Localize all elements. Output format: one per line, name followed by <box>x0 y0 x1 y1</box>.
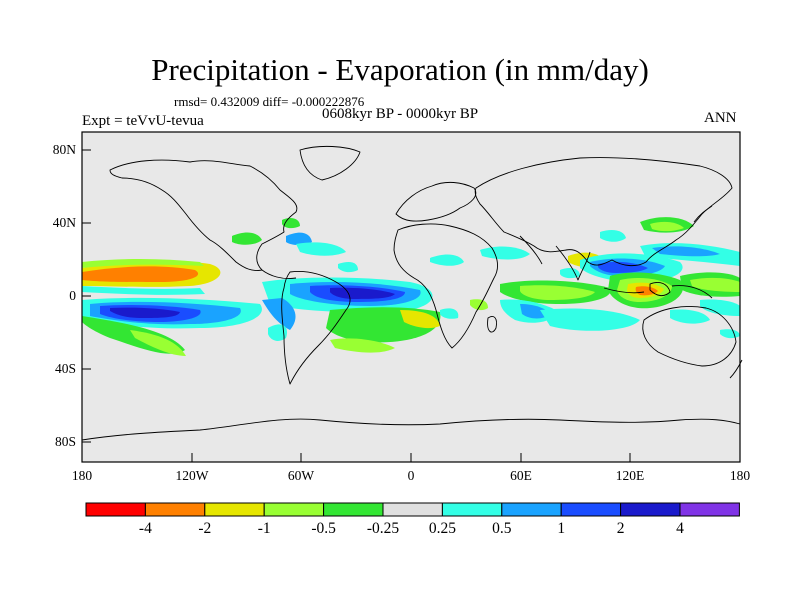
coastline <box>474 157 733 267</box>
colorbar-swatch <box>679 502 740 517</box>
anomaly-patch <box>520 285 595 300</box>
colorbar-label: 0.5 <box>492 520 512 537</box>
anomaly-patch <box>440 308 459 319</box>
coastline <box>649 281 671 297</box>
anomaly-patch <box>262 298 296 330</box>
anomaly-patch <box>635 286 658 296</box>
plot-title: Precipitation - Evaporation (in mm/day) <box>151 52 649 87</box>
anomaly-patch <box>338 262 358 273</box>
anomaly-patch <box>430 254 464 266</box>
y-tick-label: 40N <box>52 215 76 230</box>
colorbar-label: -2 <box>198 520 212 537</box>
coastline <box>671 285 713 299</box>
y-tick-label: 40S <box>54 361 76 376</box>
anomaly-patch <box>110 307 180 318</box>
anomaly-patch <box>598 261 648 273</box>
season-label: ANN <box>704 110 737 126</box>
anomaly-patch <box>600 230 626 242</box>
x-tick-label: 60W <box>287 468 315 483</box>
x-tick-label: 60E <box>510 468 532 483</box>
coastline <box>395 181 477 222</box>
anomaly-patch <box>330 338 395 353</box>
coastline <box>642 306 737 367</box>
coastline <box>693 205 713 223</box>
colorbar-label: -1 <box>257 520 271 537</box>
anomaly-patch <box>400 310 440 329</box>
y-tick-label: 0 <box>69 288 76 303</box>
colorbar-swatch <box>620 502 681 517</box>
anomaly-patch <box>540 308 640 331</box>
colorbar-swatch <box>263 502 325 517</box>
anomaly-patch <box>690 277 740 292</box>
x-tick-label: 180 <box>71 468 93 483</box>
anomaly-patch <box>232 232 262 245</box>
colorbar-swatch <box>204 502 265 517</box>
coastline <box>393 223 499 349</box>
coastline <box>555 245 591 281</box>
coastline <box>603 287 645 294</box>
coastline <box>261 269 297 279</box>
anomaly-patch <box>268 324 288 341</box>
anomaly-patch <box>470 299 488 311</box>
coastline <box>519 235 543 265</box>
anomaly-patch <box>650 221 684 232</box>
colorbar-label: 0.25 <box>428 520 456 537</box>
stats-line: rmsd= 0.432009 diff= -0.000222876 <box>174 94 365 109</box>
colorbar-swatch <box>85 502 146 517</box>
period-label: 0608kyr BP - 0000kyr BP <box>322 106 479 122</box>
x-tick-label: 120W <box>175 468 209 483</box>
colorbar-swatch <box>441 502 503 517</box>
colorbar-swatch <box>382 502 443 517</box>
anomaly-patch <box>700 299 740 316</box>
colorbar <box>85 502 740 517</box>
x-tick-label: 120E <box>615 468 645 483</box>
colorbar-label: 2 <box>616 520 625 537</box>
anomaly-patch <box>296 242 346 256</box>
colorbar-swatch <box>323 502 384 517</box>
coastline <box>281 271 351 385</box>
colorbar-swatch <box>560 502 622 517</box>
anomaly-patch <box>82 266 199 282</box>
coastline <box>487 316 497 333</box>
anomaly-patch <box>130 330 186 356</box>
axis-ticks <box>81 149 741 462</box>
colorbar-label: -0.5 <box>311 520 336 537</box>
x-tick-label: 0 <box>407 468 415 483</box>
colorbar-label: -0.25 <box>366 520 400 537</box>
y-tick-label: 80S <box>54 434 76 449</box>
anomaly-patch <box>520 304 550 319</box>
coastline <box>81 418 741 441</box>
coastline <box>729 359 743 379</box>
y-tick-label: 80N <box>52 142 76 157</box>
colorbar-swatch <box>501 502 562 517</box>
colorbar-swatch <box>144 502 206 517</box>
anomaly-patch <box>652 246 720 257</box>
x-tick-label: 180 <box>729 468 751 483</box>
experiment-label: Expt = teVvU-tevua <box>82 113 204 129</box>
anomaly-patch <box>560 268 580 279</box>
anomaly-patch <box>82 259 204 268</box>
colorbar-label: -4 <box>138 520 152 537</box>
colorbar-label: 1 <box>557 520 566 537</box>
coastline <box>109 159 298 271</box>
coastline <box>299 145 361 181</box>
coastlines <box>81 145 743 441</box>
anomaly-patch <box>286 232 312 245</box>
anomaly-patch <box>670 309 710 324</box>
anomaly-patch <box>82 286 205 295</box>
colorbar-label: 4 <box>676 520 684 537</box>
